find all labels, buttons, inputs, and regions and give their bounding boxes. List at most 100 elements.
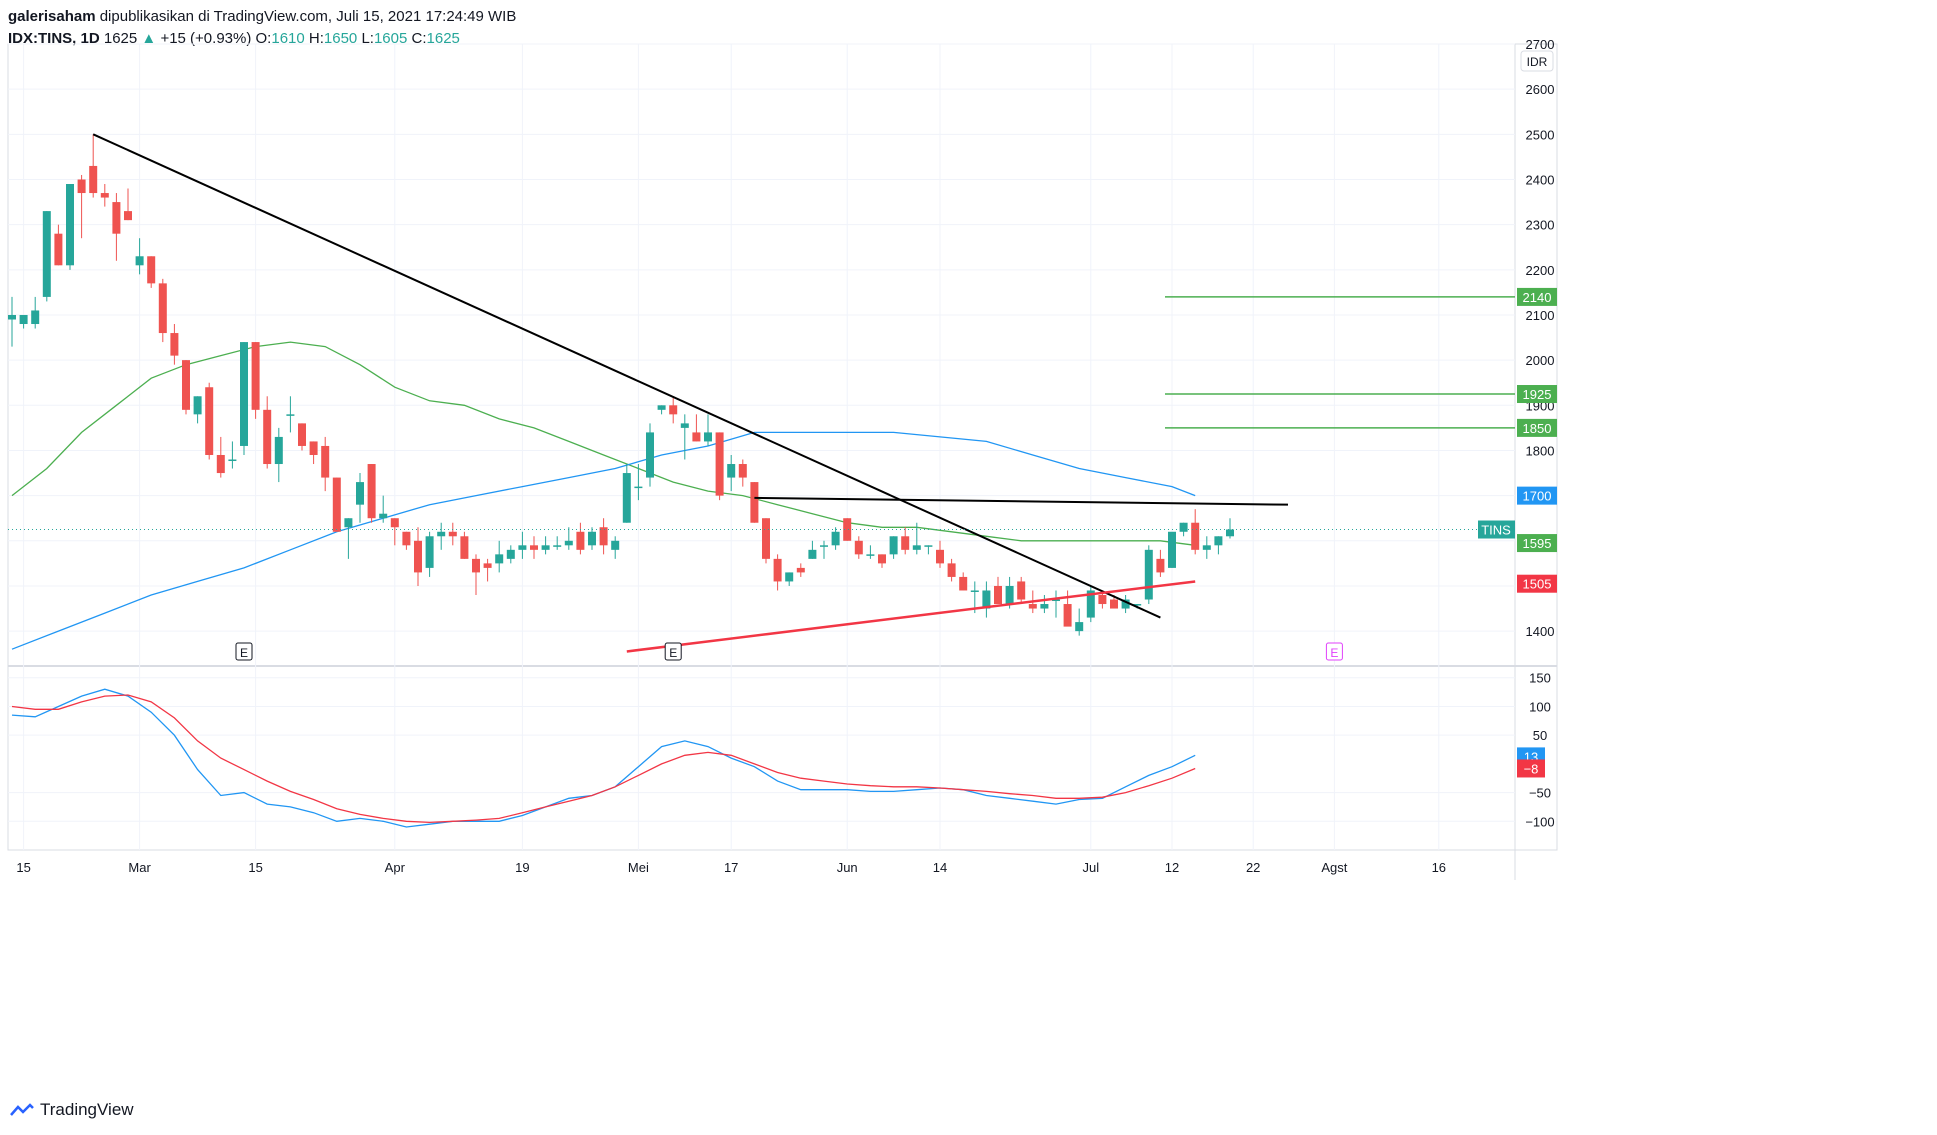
candle <box>379 495 388 523</box>
candle <box>564 527 573 550</box>
candle <box>622 464 631 523</box>
candle-body <box>854 540 863 555</box>
candle-body <box>936 549 944 564</box>
candle <box>1179 522 1188 537</box>
candle <box>982 581 991 618</box>
osc-slow-line <box>11 694 1196 824</box>
candle <box>541 536 550 555</box>
candle-body <box>274 436 283 465</box>
candle-body <box>1179 522 1188 532</box>
candle <box>646 423 654 487</box>
candle-body <box>182 360 190 410</box>
candle-body <box>715 432 724 496</box>
tradingview-logo-icon <box>10 1103 34 1116</box>
candle-body <box>982 590 991 609</box>
publisher-user[interactable]: galerisaham <box>8 8 96 25</box>
candle <box>1168 531 1176 568</box>
candle-body <box>762 518 770 559</box>
candle-body <box>959 576 968 591</box>
candle-body <box>205 387 214 455</box>
target-label: 1850 <box>1523 421 1552 436</box>
close-value: 1625 <box>426 30 460 47</box>
time-tick-label: Mei <box>628 860 649 875</box>
price-tick-label: 2000 <box>1526 353 1555 368</box>
candle-body <box>42 211 51 297</box>
osc-tick-label: 150 <box>1529 671 1551 686</box>
candle <box>390 518 399 546</box>
candle <box>762 518 770 564</box>
candle-body <box>669 405 678 415</box>
candle-body <box>1086 590 1095 618</box>
candle <box>796 563 805 577</box>
candle <box>147 256 156 288</box>
candle-body <box>727 464 736 478</box>
symbol-label[interactable]: IDX:TINS, 1D <box>8 30 100 47</box>
candle <box>1075 608 1084 636</box>
candle-body <box>530 545 538 550</box>
price-tick-label: 2400 <box>1526 172 1555 187</box>
candle <box>1191 509 1200 555</box>
candle-body <box>390 518 399 528</box>
candle <box>1063 590 1072 627</box>
candle-body <box>622 473 631 523</box>
candle-body <box>31 310 40 325</box>
osc-tick-label: 100 <box>1529 699 1551 714</box>
footer-brand[interactable]: TradingView <box>40 1100 134 1119</box>
candle <box>530 536 538 559</box>
ma-long-line <box>11 431 1196 650</box>
candle <box>31 296 40 329</box>
target-label: 2140 <box>1523 290 1552 305</box>
osc-tick-label: −100 <box>1525 814 1554 829</box>
candle-body <box>286 414 295 416</box>
candle-body <box>912 545 921 550</box>
candle-body <box>657 405 666 410</box>
candle <box>553 536 562 550</box>
chart-canvas[interactable]: 2700260025002400230022002100200019001800… <box>0 0 1937 1100</box>
candle-body <box>1191 522 1200 550</box>
candle <box>251 342 260 419</box>
candle-body <box>483 563 492 568</box>
candle-body <box>692 432 701 442</box>
candle <box>402 531 411 550</box>
price-label: 1595 <box>1523 536 1552 551</box>
candle <box>994 576 1002 605</box>
candle-body <box>1052 599 1060 602</box>
candle-body <box>147 256 156 284</box>
candle-body <box>1168 531 1176 568</box>
candle-body <box>170 333 179 356</box>
candle <box>680 414 689 460</box>
candle-body <box>1156 558 1165 573</box>
candle <box>240 342 248 455</box>
low-label: L: <box>361 30 374 47</box>
candle-body <box>66 184 74 266</box>
candle <box>42 211 51 302</box>
candle <box>959 572 968 591</box>
candle-body <box>634 486 643 489</box>
candle <box>843 518 852 541</box>
price-tick-label: 2500 <box>1526 127 1555 142</box>
candle-body <box>1098 594 1107 605</box>
candle <box>1086 585 1095 623</box>
candle-body <box>158 283 167 334</box>
candle-body <box>332 477 341 532</box>
candle-body <box>889 536 898 555</box>
target-label-box <box>1517 418 1557 437</box>
candle-body <box>1017 581 1026 600</box>
candle-body <box>576 531 585 550</box>
candle <box>657 405 666 415</box>
price-tick-label: 2300 <box>1526 218 1555 233</box>
time-tick-label: 22 <box>1246 860 1260 875</box>
candle-body <box>878 554 886 564</box>
candle-body <box>1110 599 1118 609</box>
candle-body <box>321 445 330 478</box>
candle <box>1040 594 1049 614</box>
candle <box>599 518 608 555</box>
time-tick-label: Apr <box>385 860 406 875</box>
candle <box>1121 594 1130 614</box>
candle <box>495 540 504 573</box>
candle-body <box>251 342 260 410</box>
candle <box>1226 518 1234 539</box>
candle-body <box>820 545 828 547</box>
candle <box>901 527 910 555</box>
candle-body <box>1075 622 1084 632</box>
